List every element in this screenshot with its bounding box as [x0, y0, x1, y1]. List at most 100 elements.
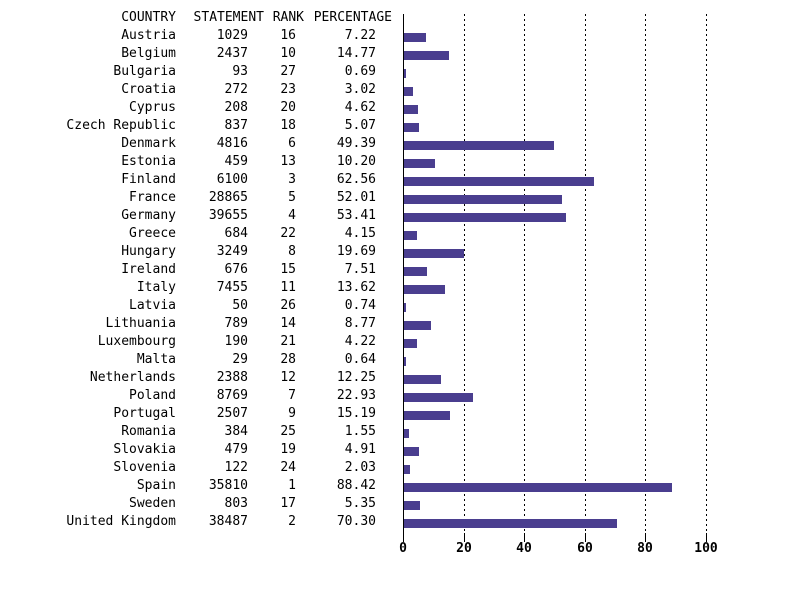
table-cell-rank: 23: [280, 82, 296, 97]
table-row-slovenia: Slovenia 122 24 2.03: [0, 459, 403, 477]
table-cell-statement: 38487: [208, 514, 248, 529]
table-row-france: France 28865 5 52.01: [0, 189, 403, 207]
table-cell-statement: 35810: [208, 478, 248, 493]
table-cell-percentage: 7.51: [344, 262, 376, 277]
table-cell-rank: 24: [280, 460, 296, 475]
table-cell-percentage: 7.22: [344, 28, 376, 43]
bar-united-kingdom: [404, 519, 617, 528]
table-cell-statement: 7455: [216, 280, 248, 295]
x-axis-tick-60: [585, 533, 586, 542]
table-row-hungary: Hungary 3249 8 19.69: [0, 243, 403, 261]
table-cell-percentage: 49.39: [336, 136, 376, 151]
table-cell-country: Malta: [136, 352, 176, 367]
table-cell-statement: 39655: [208, 208, 248, 223]
table-cell-percentage: 4.22: [344, 334, 376, 349]
table-row-romania: Romania 384 25 1.55: [0, 423, 403, 441]
x-axis-tick-label-0: 0: [399, 541, 407, 556]
gridline-20: [464, 14, 465, 533]
table-cell-country: Ireland: [121, 262, 176, 277]
x-axis-tick-20: [464, 533, 465, 542]
table-row-cyprus: Cyprus 208 20 4.62: [0, 99, 403, 117]
table-cell-percentage: 0.74: [344, 298, 376, 313]
bar-portugal: [404, 411, 450, 420]
table-cell-country: United Kingdom: [66, 514, 176, 529]
table-cell-country: Finland: [121, 172, 176, 187]
table-cell-percentage: 0.69: [344, 64, 376, 79]
bar-hungary: [404, 249, 464, 258]
table-cell-rank: 22: [280, 226, 296, 241]
table-cell-statement: 208: [224, 100, 248, 115]
table-cell-statement: 29: [232, 352, 248, 367]
table-cell-country: Sweden: [129, 496, 176, 511]
table-cell-country: Bulgaria: [113, 64, 176, 79]
table-cell-rank: 19: [280, 442, 296, 457]
table-row-austria: Austria 1029 16 7.22: [0, 27, 403, 45]
table-cell-statement: 272: [224, 82, 248, 97]
table-cell-percentage: 62.56: [336, 172, 376, 187]
table-row-bulgaria: Bulgaria 93 27 0.69: [0, 63, 403, 81]
x-axis-tick-80: [645, 533, 646, 542]
table-row-netherlands: Netherlands 2388 12 12.25: [0, 369, 403, 387]
table-cell-rank: 13: [280, 154, 296, 169]
bar-romania: [404, 429, 409, 438]
table-cell-rank: 9: [288, 406, 296, 421]
table-row-belgium: Belgium 2437 10 14.77: [0, 45, 403, 63]
table-cell-country: Slovakia: [113, 442, 176, 457]
x-axis-tick-label-40: 40: [516, 541, 532, 556]
table-row-croatia: Croatia 272 23 3.02: [0, 81, 403, 99]
column-header-country: COUNTRY: [121, 10, 176, 25]
bar-germany: [404, 213, 566, 222]
table-cell-country: Luxembourg: [97, 334, 176, 349]
table-row-ireland: Ireland 676 15 7.51: [0, 261, 403, 279]
table-cell-rank: 27: [280, 64, 296, 79]
table-cell-statement: 384: [224, 424, 248, 439]
bar-austria: [404, 33, 426, 42]
bar-cyprus: [404, 105, 418, 114]
table-cell-statement: 190: [224, 334, 248, 349]
table-cell-rank: 12: [280, 370, 296, 385]
table-cell-statement: 28865: [208, 190, 248, 205]
x-axis-tick-100: [706, 533, 707, 542]
table-row-denmark: Denmark 4816 6 49.39: [0, 135, 403, 153]
x-axis-tick-0: [403, 533, 404, 542]
table-cell-country: Hungary: [121, 244, 176, 259]
bar-lithuania: [404, 321, 431, 330]
table-cell-statement: 8769: [216, 388, 248, 403]
table-cell-rank: 11: [280, 280, 296, 295]
table-cell-rank: 1: [288, 478, 296, 493]
bar-bulgaria: [404, 69, 406, 78]
table-cell-rank: 6: [288, 136, 296, 151]
table-row-sweden: Sweden 803 17 5.35: [0, 495, 403, 513]
table-cell-rank: 10: [280, 46, 296, 61]
bar-malta: [404, 357, 406, 366]
table-cell-rank: 18: [280, 118, 296, 133]
table-cell-country: Denmark: [121, 136, 176, 151]
table-cell-country: Greece: [129, 226, 176, 241]
column-header-statement: STATEMENT: [193, 10, 264, 25]
bar-slovenia: [404, 465, 410, 474]
table-cell-statement: 2437: [216, 46, 248, 61]
bar-poland: [404, 393, 473, 402]
table-cell-country: Belgium: [121, 46, 176, 61]
table-cell-statement: 837: [224, 118, 248, 133]
table-cell-percentage: 12.25: [336, 370, 376, 385]
y-axis-line: [403, 14, 404, 542]
table-row-finland: Finland 6100 3 62.56: [0, 171, 403, 189]
table-cell-country: Croatia: [121, 82, 176, 97]
table-cell-statement: 1029: [216, 28, 248, 43]
gridline-60: [585, 14, 586, 533]
bar-greece: [404, 231, 417, 240]
x-axis-tick-label-80: 80: [637, 541, 653, 556]
gridline-100: [706, 14, 707, 533]
gridline-40: [524, 14, 525, 533]
table-cell-rank: 26: [280, 298, 296, 313]
table-cell-rank: 25: [280, 424, 296, 439]
table-cell-rank: 16: [280, 28, 296, 43]
x-axis-tick-label-100: 100: [694, 541, 718, 556]
table-header-row: COUNTRY STATEMENT RANK PERCENTAGE: [0, 9, 403, 27]
table-cell-statement: 4816: [216, 136, 248, 151]
table-cell-percentage: 1.55: [344, 424, 376, 439]
bar-finland: [404, 177, 594, 186]
bar-denmark: [404, 141, 554, 150]
table-cell-percentage: 4.91: [344, 442, 376, 457]
